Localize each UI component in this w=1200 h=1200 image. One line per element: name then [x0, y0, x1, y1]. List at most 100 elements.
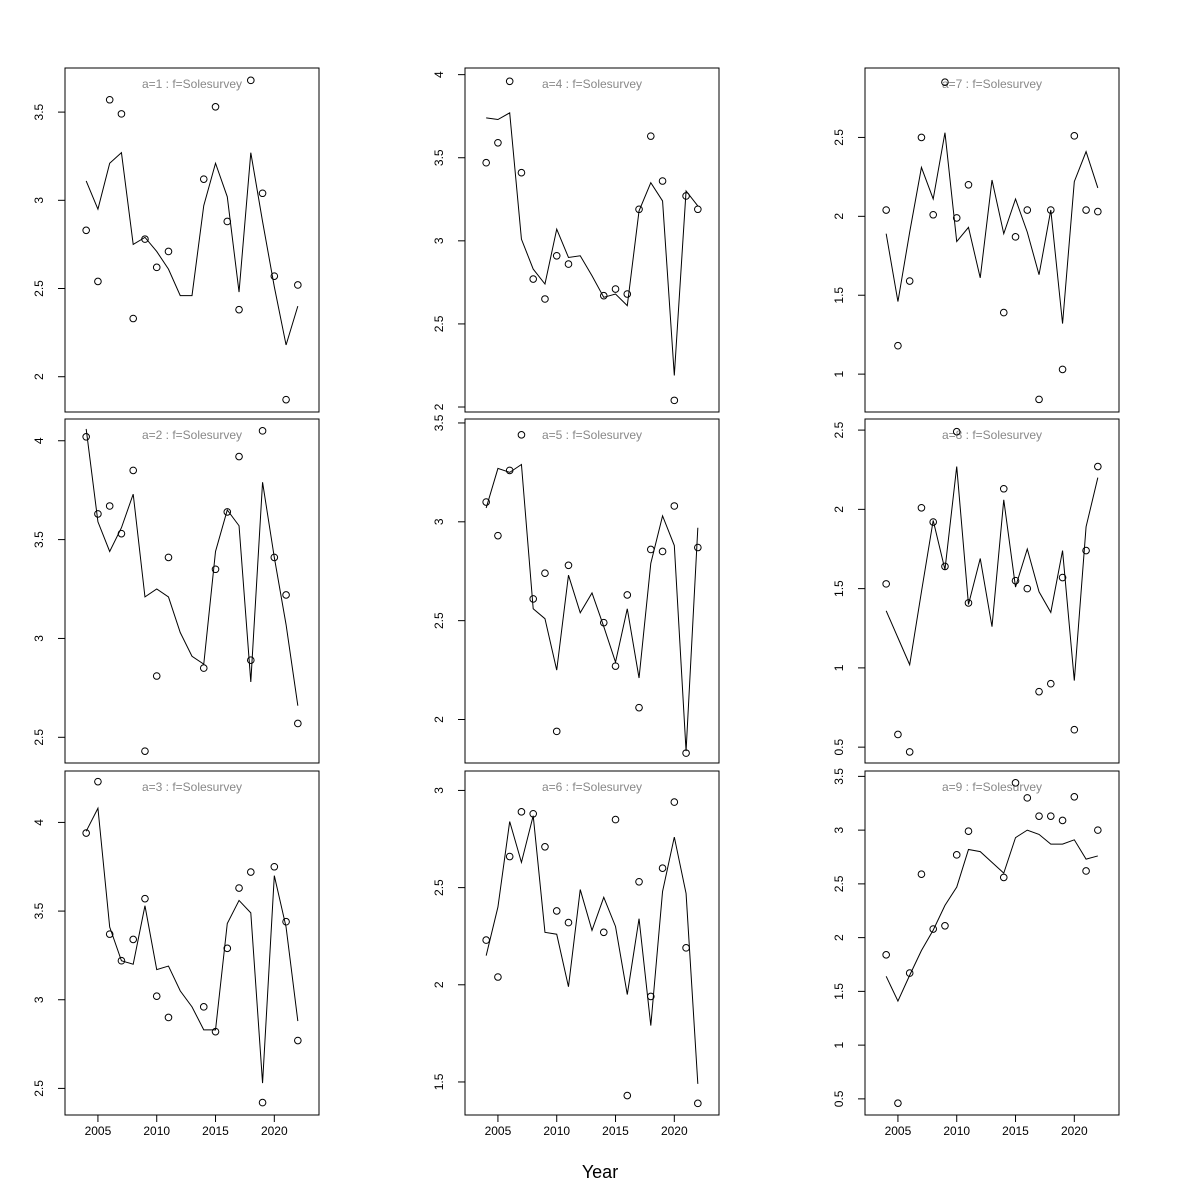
data-point [94, 777, 102, 786]
data-point [917, 503, 926, 512]
x-tick-label: 2020 [261, 1124, 288, 1138]
y-tick-label: 2 [432, 716, 446, 723]
panel: a=8 : f=Solesurvey 0.5 1 1.5 2 2.5 [832, 418, 1120, 764]
data-point [282, 395, 290, 404]
data-point [1094, 207, 1102, 216]
data-point [1058, 365, 1067, 374]
y-tick-label: 1 [832, 370, 846, 377]
panel-title: a=6 : f=Solesurvey [542, 780, 642, 794]
plot-frame [64, 67, 320, 413]
data-point [964, 180, 973, 189]
data-point [1082, 546, 1090, 555]
fitted-line [85, 806, 299, 1084]
data-point [929, 518, 938, 526]
data-point [258, 1098, 267, 1107]
data-point [1070, 793, 1079, 801]
data-point [294, 719, 302, 728]
data-point [494, 138, 502, 147]
data-point [517, 808, 526, 816]
data-point [235, 452, 243, 461]
data-point [917, 133, 926, 142]
data-point [282, 591, 290, 599]
x-tick-label: 2015 [202, 1124, 229, 1138]
data-point [94, 277, 102, 286]
plot-frame [64, 418, 320, 764]
panel-title: a=1 : f=Solesurvey [142, 77, 242, 91]
data-point [152, 672, 161, 680]
x-tick-label: 2015 [602, 1124, 629, 1138]
panel: a=5 : f=Solesurvey 2 2.5 3 3.5 [432, 414, 720, 764]
data-point [564, 260, 573, 268]
data-point [670, 396, 679, 405]
y-tick-label: 1 [832, 664, 846, 671]
fitted-line [85, 428, 299, 706]
data-point [658, 547, 667, 556]
data-point [482, 158, 490, 167]
data-point [694, 1099, 702, 1108]
y-tick-label: 4 [32, 437, 46, 444]
panel-title: a=8 : f=Solesurvey [942, 428, 1042, 442]
data-point [952, 427, 961, 436]
y-tick-label: 2.5 [832, 129, 846, 146]
data-point [952, 851, 961, 859]
data-point [564, 918, 573, 927]
data-point [1058, 816, 1067, 825]
fitted-line [485, 815, 699, 1084]
data-point [505, 852, 514, 861]
data-point [564, 561, 573, 570]
y-tick-label: 3 [432, 237, 446, 244]
data-point [905, 277, 914, 285]
y-tick-label: 1.5 [832, 287, 846, 304]
fitted-line [885, 466, 1099, 681]
data-point [164, 247, 173, 256]
y-tick-label: 1.5 [432, 1073, 446, 1090]
data-point [646, 545, 655, 554]
data-point [941, 78, 949, 87]
y-tick-label: 2.5 [432, 315, 446, 332]
x-tick-label: 2010 [143, 1124, 170, 1138]
data-point [623, 290, 632, 298]
data-point [199, 1003, 208, 1011]
x-tick-label: 2010 [543, 1124, 570, 1138]
fitted-line [885, 132, 1099, 324]
y-tick-label: 2.5 [32, 729, 46, 746]
fitted-line [485, 463, 699, 752]
y-tick-label: 2.5 [832, 421, 846, 438]
y-tick-label: 3.5 [32, 902, 46, 919]
x-tick-label: 2005 [885, 1124, 912, 1138]
data-point [223, 944, 232, 953]
y-tick-label: 3 [32, 996, 46, 1003]
data-point [611, 285, 620, 293]
data-point [670, 798, 679, 806]
data-point [199, 664, 208, 672]
data-point [646, 132, 655, 140]
data-point [152, 263, 161, 272]
data-point [258, 427, 267, 435]
y-tick-label: 0.5 [832, 1090, 846, 1107]
plot-frame [464, 418, 720, 764]
panel: a=7 : f=Solesurvey 1 1.5 2 2.5 [832, 67, 1120, 413]
y-tick-label: 3.5 [832, 768, 846, 785]
data-point [552, 251, 561, 260]
y-tick-label: 3 [32, 635, 46, 642]
fitted-line [85, 151, 299, 346]
data-point [1023, 584, 1032, 593]
data-point [223, 508, 232, 516]
data-point [1035, 812, 1043, 820]
y-tick-label: 1 [832, 1041, 846, 1048]
y-tick-label: 3 [32, 197, 46, 204]
data-point [517, 168, 526, 177]
plot-frame [864, 418, 1120, 764]
data-point [235, 884, 243, 892]
y-tick-label: 2.5 [32, 280, 46, 297]
data-point [164, 1013, 173, 1022]
data-point [270, 862, 279, 871]
x-tick-label: 2015 [1002, 1124, 1029, 1138]
plot-frame [64, 770, 320, 1116]
data-point [929, 925, 938, 933]
data-point [105, 502, 114, 510]
panel: a=3 : f=Solesurvey 2.5 3 3.5 4 2005 2010 2015 20… [32, 770, 320, 1138]
data-point [541, 569, 549, 578]
data-point [199, 175, 208, 183]
